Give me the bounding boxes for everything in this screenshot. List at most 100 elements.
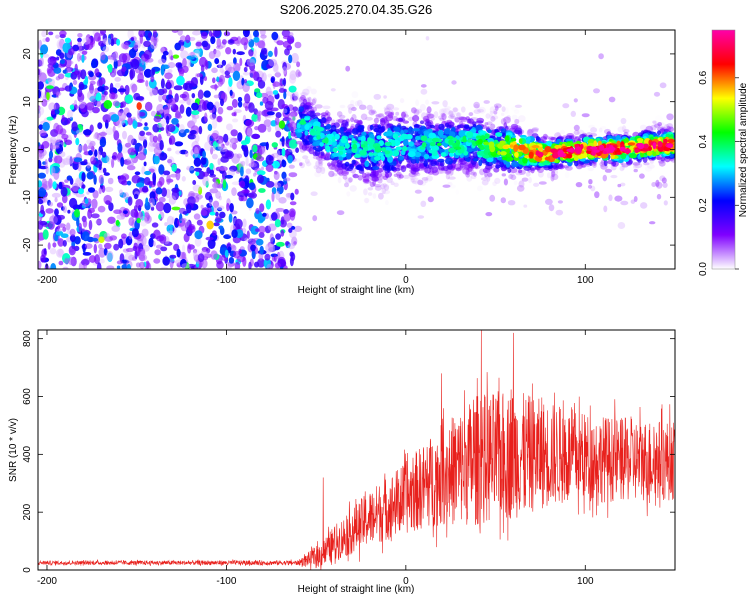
spectrogram-noise-blob (167, 69, 173, 74)
spectrogram-noise-blob (132, 120, 138, 129)
spectrogram-signal-blob (398, 117, 406, 122)
spectrogram-noise-blob (122, 130, 127, 140)
spectrogram-signal-blob (513, 156, 520, 161)
spectrogram-signal-blob (341, 171, 349, 176)
spectrogram-signal-blob (588, 184, 592, 189)
spectrogram-noise-blob (166, 132, 171, 137)
spectrogram-noise-blob (148, 79, 157, 89)
spectrogram-noise-blob (82, 37, 91, 45)
spectrogram-noise-blob (96, 79, 104, 88)
spectrogram-signal-blob (658, 160, 666, 167)
spectrogram-signal-blob (423, 159, 428, 167)
spectrogram-noise-blob (192, 30, 201, 36)
spectrogram-noise-blob (255, 228, 260, 233)
spectrogram-signal-blob (455, 112, 462, 117)
spectrogram-noise-blob (77, 144, 82, 154)
spectrogram-noise-blob (111, 72, 115, 78)
spectrogram-noise-blob (115, 219, 120, 226)
spectrogram-signal-blob (378, 192, 384, 200)
spectrogram-noise-blob (218, 225, 224, 230)
spectrogram-noise-blob (226, 123, 233, 131)
spectrogram-noise-blob (193, 146, 199, 158)
spectrogram-noise-blob (38, 159, 42, 169)
spectrogram-noise-blob (276, 150, 281, 157)
spectrogram-noise-blob (143, 40, 151, 48)
spectrogram-noise-blob (107, 63, 113, 73)
spectrogram-noise-blob (241, 140, 248, 146)
spectrogram-noise-blob (156, 110, 161, 116)
spectrogram-noise-blob (38, 260, 42, 269)
spectrogram-signal-blob (629, 153, 638, 159)
spectrogram-signal-blob (473, 109, 481, 114)
spectrogram-signal-blob (427, 196, 434, 203)
spectrogram-noise-blob (160, 266, 169, 269)
spectrogram-noise-blob (97, 122, 103, 130)
spectrogram-noise-blob (62, 240, 67, 247)
spectrogram-signal-blob (590, 146, 598, 150)
spectrogram-noise-blob (209, 113, 217, 120)
spectrogram-signal-blob (529, 167, 537, 171)
spectrogram-noise-blob (227, 39, 235, 45)
spectrogram-noise-blob (88, 150, 93, 156)
spectrogram-noise-blob (202, 150, 207, 159)
spectrogram-noise-blob (152, 135, 158, 143)
spectrogram-signal-blob (617, 183, 622, 188)
spectrogram-noise-blob (216, 38, 222, 48)
spectrogram-signal-blob (452, 107, 459, 113)
spectrogram-signal-blob (657, 130, 661, 136)
spectrogram-noise-blob (256, 146, 263, 158)
spectrogram-noise-blob (276, 40, 284, 46)
spectrogram-noise-blob (288, 228, 293, 233)
spectrogram-signal-blob (398, 155, 404, 160)
y-tick-label: 400 (22, 446, 33, 463)
spectrogram-signal-blob (419, 103, 426, 111)
spectrogram-noise-blob (98, 164, 102, 170)
spectrogram-signal-blob (445, 170, 450, 176)
spectrogram-noise-blob (60, 233, 69, 238)
spectrogram-signal-blob (637, 138, 644, 143)
spectrogram-signal-blob (298, 106, 305, 113)
spectrogram-noise-blob (204, 112, 208, 123)
y-tick-label: 0 (22, 146, 33, 152)
spectrogram-noise-blob (198, 186, 203, 195)
spectrogram-signal-blob (643, 162, 650, 166)
spectrogram-signal-blob (610, 174, 618, 179)
spectrogram-signal-blob (364, 160, 370, 168)
spectrogram-signal-blob (449, 113, 455, 118)
spectrogram-noise-blob (217, 106, 224, 115)
spectrogram-noise-blob (86, 191, 90, 195)
spectrogram-noise-blob (153, 258, 161, 264)
spectrogram-noise-blob (210, 250, 218, 260)
spectrogram-signal-blob (437, 158, 445, 163)
spectrogram-noise-blob (137, 109, 141, 119)
spectrogram-noise-blob (255, 156, 265, 162)
spectrogram-signal-blob (434, 124, 440, 131)
spectrogram-noise-blob (151, 222, 159, 228)
spectrogram-signal-blob (320, 123, 325, 128)
spectrogram-signal-blob (527, 128, 535, 134)
spectrogram-noise-blob (88, 255, 97, 263)
spectrogram-noise-blob (267, 243, 276, 254)
spectrogram-noise-blob (186, 167, 195, 171)
spectrogram-noise-blob (153, 229, 161, 240)
spectrogram-signal-blob (395, 111, 400, 116)
spectrogram-noise-blob (246, 58, 256, 67)
spectrogram-signal-blob (322, 105, 331, 110)
spectrogram-noise-blob (130, 208, 139, 218)
spectrogram-signal-blob (494, 177, 501, 184)
spectrogram-noise-blob (281, 159, 285, 164)
spectrogram-noise-blob (204, 141, 212, 151)
spectrogram-noise-blob (267, 73, 273, 78)
spectrogram-noise-blob (92, 237, 99, 242)
spectrogram-noise-blob (278, 197, 287, 204)
spectrogram-noise-blob (124, 252, 133, 262)
spectrogram-signal-blob (511, 114, 518, 121)
spectrogram-noise-blob (229, 165, 238, 172)
spectrogram-noise-blob (168, 195, 177, 205)
spectrogram-noise-blob (55, 230, 64, 236)
spectrogram-noise-blob (133, 41, 139, 51)
spectrogram-signal-blob (455, 139, 461, 147)
spectrogram-noise-blob (193, 49, 201, 59)
spectrogram-signal-blob (351, 159, 356, 165)
